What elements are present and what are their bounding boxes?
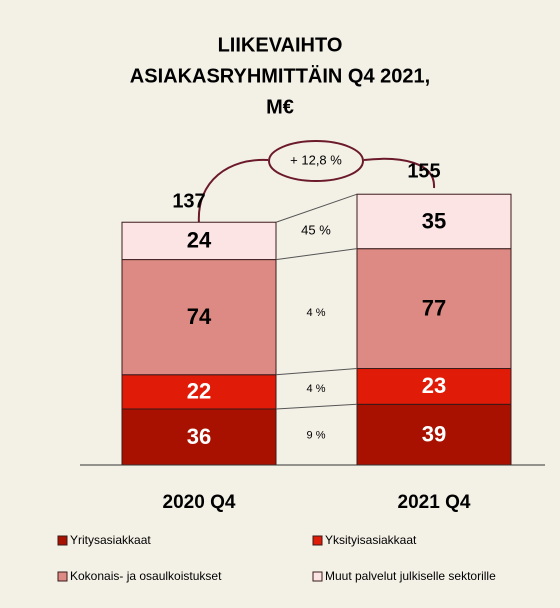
growth-label: 4 %	[307, 383, 326, 395]
legend-swatch	[57, 535, 68, 546]
growth-label: 4 %	[307, 307, 326, 319]
x-tick-label: 2020 Q4	[163, 492, 236, 513]
data-label: 39	[422, 421, 446, 446]
legend-swatch	[57, 571, 68, 582]
growth-arc	[363, 157, 436, 189]
total-label: 155	[407, 160, 440, 182]
growth-label: 9 %	[307, 430, 326, 442]
total-growth-label: + 12,8 %	[290, 152, 342, 167]
data-label: 35	[422, 208, 446, 233]
data-label: 36	[187, 424, 211, 449]
bar-segment	[121, 374, 277, 410]
data-label: 77	[422, 295, 446, 320]
chart-title: LIIKEVAIHTO ASIAKASRYHMITTÄIN Q4 2021, M€	[130, 34, 430, 118]
title-line: LIIKEVAIHTO	[218, 34, 343, 56]
bar-segment	[121, 259, 277, 376]
bar-segment	[356, 248, 512, 370]
data-label: 23	[422, 373, 446, 398]
connector	[275, 368, 358, 376]
data-label: 24	[187, 228, 212, 253]
connector	[275, 403, 358, 410]
x-tick-label: 2021 Q4	[398, 492, 471, 513]
data-label: 74	[187, 304, 212, 329]
bar-segment	[356, 368, 512, 405]
data-label: 22	[187, 379, 211, 404]
title-line: M€	[266, 96, 294, 118]
bar-segment	[121, 221, 277, 261]
bar-segment	[356, 403, 512, 466]
title-line: ASIAKASRYHMITTÄIN Q4 2021,	[130, 64, 430, 87]
growth-arc	[197, 158, 269, 225]
bar-segment	[356, 193, 512, 250]
connector	[275, 193, 358, 223]
legend-label: Yritysasiakkaat	[70, 533, 151, 547]
total-label: 137	[172, 191, 205, 213]
growth-ellipse	[268, 140, 364, 182]
growth-label: 45 %	[301, 223, 331, 238]
connector	[275, 248, 358, 261]
bar-segment	[121, 408, 277, 466]
legend-label: Yksityisasiakkaat	[325, 533, 417, 547]
legend-label: Kokonais- ja osaulkoistukset	[70, 569, 222, 583]
legend-swatch	[312, 535, 323, 546]
legend-swatch	[312, 571, 323, 582]
legend-label: Muut palvelut julkiselle sektorille	[325, 569, 496, 583]
